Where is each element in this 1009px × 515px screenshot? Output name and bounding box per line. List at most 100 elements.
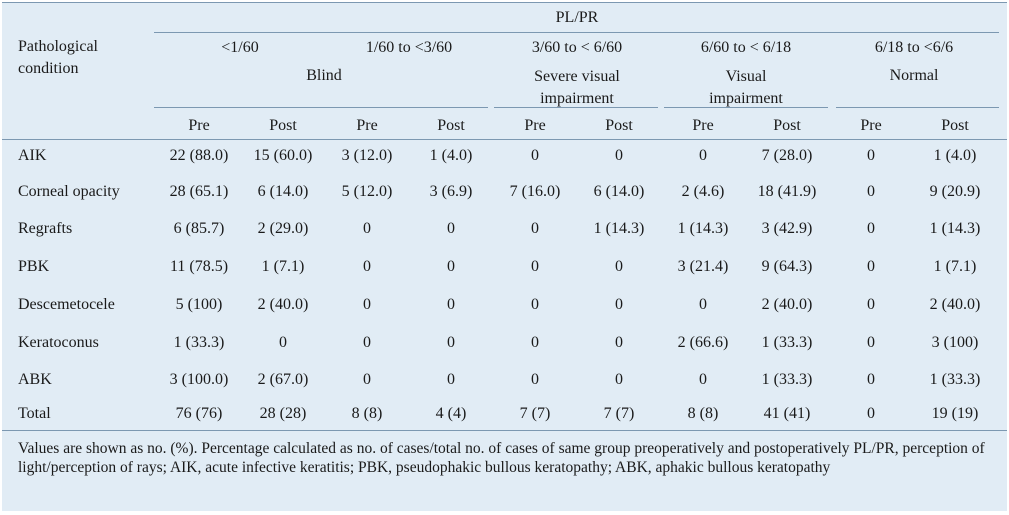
table-cell: 0 [531,296,539,313]
table-cell: 28 (65.1) [169,183,229,200]
table-cell: 1 (14.3) [929,220,981,237]
table-cell: 0 [531,220,539,237]
range-header: 6/18 to <6/6 [874,39,954,56]
table-cell: 0 [615,147,623,164]
sub-header-post: Post [773,117,801,134]
table-cell: 6 (14.0) [593,183,645,200]
sub-header-pre: Pre [188,117,210,134]
table-cell: 0 [447,334,455,351]
table-cell: 18 (41.9) [757,183,817,200]
table-cell: 0 [447,258,455,275]
group-rule [154,32,999,33]
table-cell: 0 [867,371,875,388]
table-cell: 3 (100) [931,334,979,351]
category-severe: Severe visual impairment [534,68,620,107]
condition-header: Pathological condition [18,38,98,77]
table-cell: 11 (78.5) [169,258,229,275]
row-label: Regrafts [18,220,73,237]
table-cell: 2 (67.0) [257,371,309,388]
group-header: PL/PR [555,9,599,26]
table-cell: 15 (60.0) [253,147,313,164]
table-cell: 0 [363,258,371,275]
header-bottom-rule [2,139,1007,140]
row-label: Corneal opacity [18,183,120,200]
table-cell: 8 (8) [351,405,383,422]
table-cell: 0 [531,371,539,388]
table-cell: 6 (85.7) [173,220,225,237]
table-cell: 76 (76) [175,405,223,422]
row-label: Keratoconus [18,334,99,351]
table-cell: 1 (33.3) [761,334,813,351]
table-cell: 0 [867,405,875,422]
visual-rule [664,107,828,108]
category-normal: Normal [889,67,939,84]
sub-header-post: Post [269,117,297,134]
table-cell: 9 (20.9) [929,183,981,200]
table-cell: 0 [363,220,371,237]
table-cell: 0 [699,147,707,164]
table-cell: 7 (7) [603,405,635,422]
table-cell: 9 (64.3) [761,258,813,275]
sub-header-post: Post [437,117,465,134]
table-cell: 0 [363,334,371,351]
table-cell: 1 (7.1) [933,258,977,275]
table-cell: 0 [531,258,539,275]
table-cell: 22 (88.0) [169,147,229,164]
table-cell: 2 (4.6) [681,183,725,200]
sub-header-pre: Pre [860,117,882,134]
table-cell: 1 (14.3) [593,220,645,237]
table-cell: 1 (4.0) [933,147,977,164]
table-cell: 2 (40.0) [257,296,309,313]
sub-header-pre: Pre [692,117,714,134]
category-blind: Blind [306,67,342,84]
table-cell: 0 [447,220,455,237]
table-cell: 0 [867,220,875,237]
table-cell: 2 (40.0) [761,296,813,313]
table-cell: 0 [615,296,623,313]
blind-rule [154,107,488,108]
table-cell: 19 (19) [931,405,979,422]
table-bottom-rule [2,430,1007,431]
table-cell: 0 [279,334,287,351]
row-label: PBK [18,258,50,275]
table-cell: 3 (42.9) [761,220,813,237]
table-cell: 0 [867,147,875,164]
table-cell: 0 [699,371,707,388]
range-header: <1/60 [221,39,259,56]
table-cell: 2 (40.0) [929,296,981,313]
table-cell: 0 [363,371,371,388]
table-cell: 7 (16.0) [509,183,561,200]
category-visual: Visual impairment [709,68,783,107]
table-cell: 0 [531,334,539,351]
table-cell: 3 (100.0) [169,371,229,388]
row-label: Total [18,405,51,422]
sub-header-pre: Pre [524,117,546,134]
row-label: ABK [18,371,52,388]
normal-rule [836,107,999,108]
table-cell: 0 [615,371,623,388]
table-cell: 0 [867,296,875,313]
table-cell: 1 (33.3) [929,371,981,388]
table-cell: 0 [867,183,875,200]
table-cell: 0 [447,296,455,313]
table-cell: 1 (4.0) [429,147,473,164]
table-cell: 28 (28) [259,405,307,422]
table-cell: 0 [699,296,707,313]
table-cell: 41 (41) [763,405,811,422]
table-cell: 2 (29.0) [257,220,309,237]
table-cell: 6 (14.0) [257,183,309,200]
table-cell: 8 (8) [687,405,719,422]
table-cell: 7 (28.0) [761,147,813,164]
table-cell: 5 (100) [175,296,223,313]
table-cell: 4 (4) [435,405,467,422]
severe-rule [494,107,658,108]
footnote: Values are shown as no. (%). Percentage … [18,440,985,476]
table-cell: 1 (33.3) [761,371,813,388]
top-rule [2,2,1007,3]
table-cell: 1 (14.3) [677,220,729,237]
table-cell: 3 (6.9) [429,183,473,200]
table-cell: 0 [615,334,623,351]
table-cell: 3 (21.4) [677,258,729,275]
table-cell: 2 (66.6) [677,334,729,351]
